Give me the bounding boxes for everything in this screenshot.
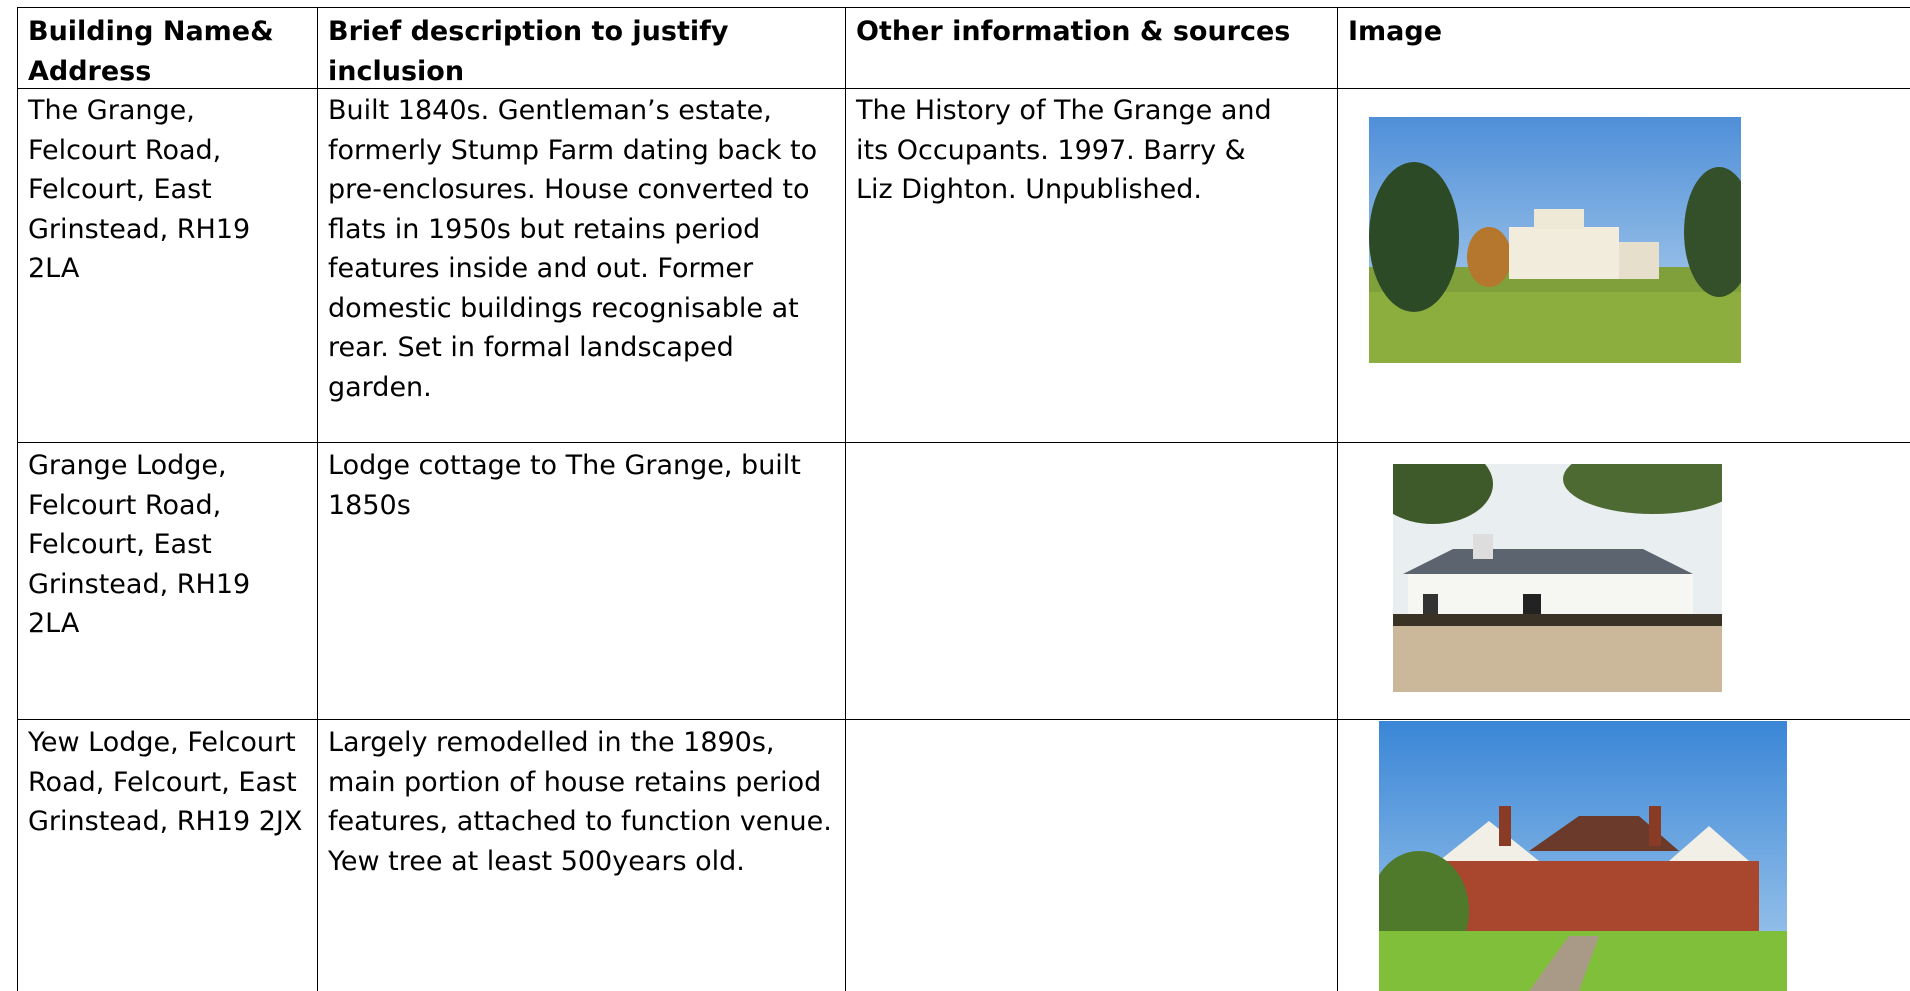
border	[17, 442, 1910, 443]
header-cell: Building Name& Address	[28, 16, 274, 87]
header-cell: Brief description to justify inclusion	[328, 16, 729, 87]
border	[17, 88, 1910, 89]
border	[17, 7, 1910, 8]
border	[17, 719, 1910, 720]
building-cell: Yew Lodge, Felcourt Road, Felcourt, East…	[28, 727, 303, 837]
description-cell: Lodge cottage to The Grange, built 1850s	[328, 450, 801, 521]
sources-cell: The History of The Grange and its Occupa…	[856, 95, 1272, 205]
description-cell: Built 1840s. Gentleman’s estate, formerl…	[328, 95, 818, 403]
photo	[1393, 464, 1722, 692]
header-cell: Image	[1348, 16, 1443, 47]
building-cell: The Grange, Felcourt Road, Felcourt, Eas…	[28, 95, 251, 284]
photo	[1369, 117, 1741, 363]
description-cell: Largely remodelled in the 1890s, main po…	[328, 727, 832, 877]
photo	[1379, 721, 1787, 991]
border	[845, 7, 846, 991]
building-cell: Grange Lodge, Felcourt Road, Felcourt, E…	[28, 450, 251, 639]
header-cell: Other information & sources	[856, 16, 1291, 47]
border	[1337, 7, 1338, 991]
border	[17, 7, 18, 991]
border	[317, 7, 318, 991]
